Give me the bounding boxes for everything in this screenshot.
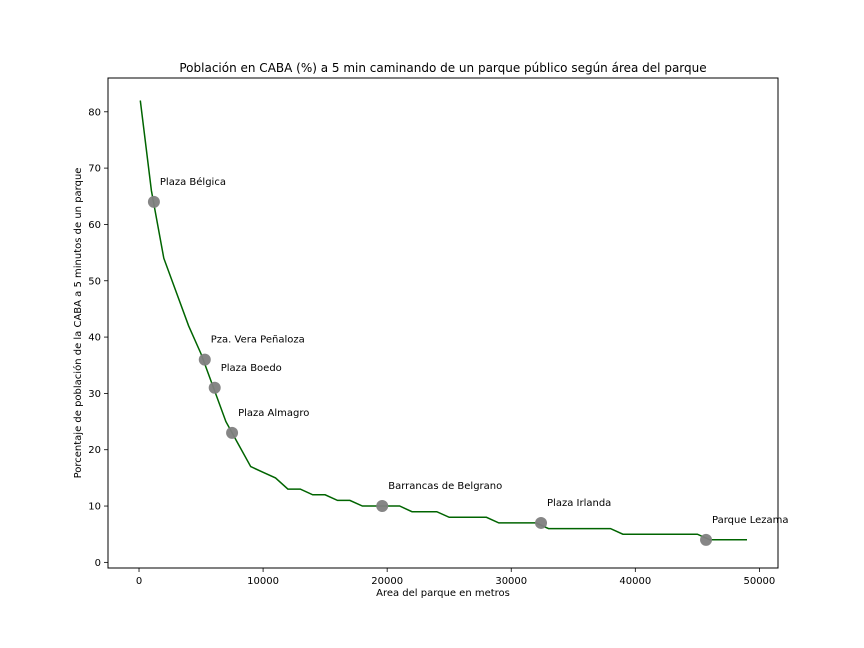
x-tick-label: 20000 <box>371 576 403 587</box>
y-tick-label: 80 <box>88 107 101 118</box>
y-axis: 0 10 20 30 40 50 60 70 80 <box>88 107 108 569</box>
plot-area: Plaza Bélgica Pza. Vera Peñaloza Plaza Boe… <box>139 100 789 546</box>
point-annotation: Parque Lezama <box>712 515 788 526</box>
x-tick-label: 30000 <box>495 576 527 587</box>
x-tick-label: 0 <box>136 576 142 587</box>
point-annotation: Barrancas de Belgrano <box>388 481 502 492</box>
y-tick-label: 20 <box>88 445 101 456</box>
data-point <box>226 426 239 439</box>
point-annotation: Pza. Vera Peñaloza <box>211 335 305 346</box>
series-line <box>139 100 747 541</box>
point-annotation: Plaza Bélgica <box>160 176 226 188</box>
x-tick-label: 50000 <box>743 576 775 587</box>
y-tick-label: 0 <box>95 558 101 569</box>
plot-frame <box>107 77 779 569</box>
x-axis-label: Area del parque en metros <box>376 588 510 599</box>
chart-title: Población en CABA (%) a 5 min caminando … <box>179 61 706 75</box>
data-point <box>208 381 221 394</box>
y-tick-label: 50 <box>88 276 101 287</box>
data-point <box>198 353 211 366</box>
data-point <box>535 516 548 529</box>
data-point <box>700 533 713 546</box>
point-annotation: Plaza Almagro <box>238 408 309 419</box>
x-tick-label: 40000 <box>619 576 651 587</box>
x-tick-label: 10000 <box>247 576 279 587</box>
data-point <box>376 500 389 513</box>
y-axis-label: Porcentaje de población de la CABA a 5 m… <box>72 168 84 479</box>
y-tick-label: 30 <box>88 389 101 400</box>
x-axis: 0 10000 20000 30000 40000 50000 <box>136 568 775 587</box>
y-tick-label: 70 <box>88 164 101 175</box>
y-tick-label: 60 <box>88 220 101 231</box>
data-point <box>147 195 160 208</box>
y-tick-label: 10 <box>88 502 101 513</box>
point-annotation: Plaza Boedo <box>221 363 282 374</box>
point-annotation: Plaza Irlanda <box>547 498 611 509</box>
y-tick-label: 40 <box>88 333 101 344</box>
